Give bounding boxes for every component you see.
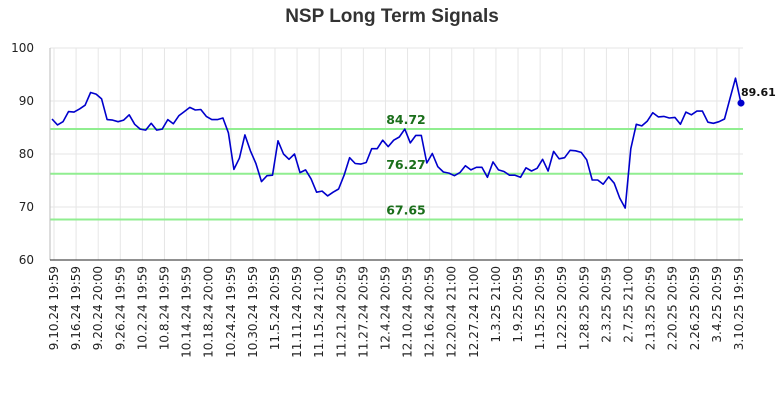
x-tick-label: 10.18.24 20:00 bbox=[202, 266, 216, 358]
x-tick-label: 2.13.25 20:59 bbox=[644, 266, 658, 350]
chart-title: NSP Long Term Signals bbox=[285, 6, 499, 27]
y-tick-label: 90 bbox=[19, 94, 34, 108]
x-tick-label: 12.27.24 21:00 bbox=[467, 266, 481, 358]
x-tick-label: 11.27.24 20:59 bbox=[356, 266, 370, 358]
x-tick-label: 12.4.24 20:59 bbox=[378, 266, 392, 350]
x-tick-label: 9.10.24 19:59 bbox=[47, 266, 61, 350]
x-tick-label: 3.4.25 20:59 bbox=[710, 266, 724, 343]
x-tick-label: 12.16.24 20:59 bbox=[423, 266, 437, 358]
x-tick-label: 2.7.25 21:00 bbox=[622, 266, 636, 343]
x-tick-label: 10.30.24 19:59 bbox=[246, 266, 260, 358]
series-line bbox=[51, 77, 742, 209]
x-tick-label: 3.10.25 19:59 bbox=[732, 266, 746, 350]
last-point-marker bbox=[737, 99, 745, 107]
y-tick-label: 60 bbox=[19, 253, 34, 267]
x-tick-label: 11.11.24 20:59 bbox=[290, 266, 304, 358]
axes: 60 70 80 90 100 9.10.24 19:59 9.16.24 19:59 9.2… bbox=[11, 41, 746, 358]
y-tick-label: 70 bbox=[19, 200, 34, 214]
labels: 84.72 76.27 67.65 89.61 bbox=[386, 86, 776, 217]
x-tick-label: 1.3.25 21:00 bbox=[489, 266, 503, 343]
series-layer bbox=[51, 77, 745, 209]
x-tick-label: 9.16.24 19:59 bbox=[69, 266, 83, 350]
x-tick-label: 2.26.25 20:59 bbox=[688, 266, 702, 350]
signal-line-label: 76.27 bbox=[386, 157, 426, 172]
x-tick-label: 1.28.25 20:59 bbox=[577, 266, 591, 350]
x-tick-label: 11.21.24 20:59 bbox=[334, 266, 348, 358]
x-tick-label: 12.20.24 21:00 bbox=[445, 266, 459, 358]
x-tick-label: 2.3.25 20:59 bbox=[599, 266, 613, 343]
x-tick-label: 12.10.24 20:59 bbox=[401, 266, 415, 358]
y-tick-label: 80 bbox=[19, 147, 34, 161]
x-tick-label: 1.22.25 20:59 bbox=[555, 266, 569, 350]
x-tick-label: 1.15.25 20:59 bbox=[533, 266, 547, 350]
x-tick-label: 10.24.24 19:59 bbox=[224, 266, 238, 358]
grid bbox=[50, 47, 743, 261]
x-tick-label: 10.8.24 19:59 bbox=[157, 266, 171, 350]
x-tick-label: 11.5.24 20:59 bbox=[268, 266, 282, 350]
signal-lines bbox=[50, 127, 743, 221]
signal-line-label: 84.72 bbox=[386, 112, 426, 127]
y-tick-label: 100 bbox=[11, 41, 34, 55]
last-point-label: 89.61 bbox=[741, 86, 776, 99]
x-tick-label: 11.15.24 21:00 bbox=[312, 266, 326, 358]
x-tick-label: 10.14.24 19:59 bbox=[180, 266, 194, 358]
x-tick-label: 9.20.24 20:00 bbox=[91, 266, 105, 350]
x-tick-label: 9.26.24 19:59 bbox=[113, 266, 127, 350]
signal-line-label: 67.65 bbox=[386, 202, 426, 217]
x-tick-label: 2.20.25 20:59 bbox=[666, 266, 680, 350]
x-tick-label: 1.9.25 20:59 bbox=[511, 266, 525, 343]
x-tick-label: 10.2.24 19:59 bbox=[135, 266, 149, 350]
